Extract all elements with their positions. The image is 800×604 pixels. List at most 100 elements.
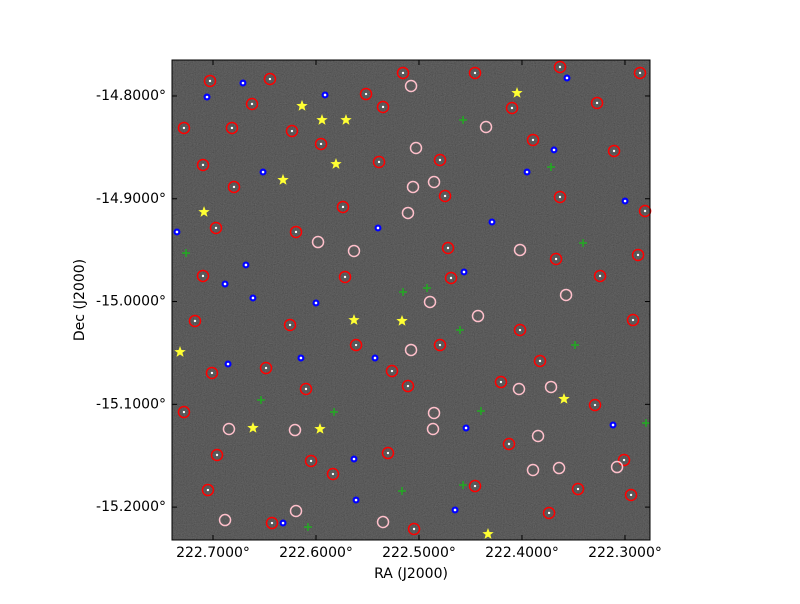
source-marker bbox=[374, 224, 382, 232]
source-marker bbox=[549, 252, 563, 266]
source-marker bbox=[201, 483, 215, 497]
source-marker bbox=[314, 137, 328, 151]
source-marker bbox=[338, 270, 352, 284]
star-core bbox=[490, 220, 494, 224]
ring bbox=[542, 506, 556, 520]
star-core bbox=[390, 369, 394, 373]
source-marker bbox=[311, 235, 325, 249]
star-core bbox=[304, 387, 308, 391]
star-core bbox=[208, 79, 212, 83]
star-core bbox=[244, 263, 248, 267]
source-marker bbox=[396, 66, 410, 80]
source-marker bbox=[563, 74, 571, 82]
source-marker bbox=[404, 343, 418, 357]
ring bbox=[283, 318, 297, 332]
source-marker bbox=[263, 72, 277, 86]
source-marker bbox=[462, 424, 470, 432]
source-marker bbox=[221, 280, 229, 288]
source-marker bbox=[330, 408, 339, 417]
source-marker bbox=[205, 366, 219, 380]
source-marker bbox=[210, 448, 224, 462]
ring bbox=[347, 244, 361, 258]
star-core bbox=[623, 199, 627, 203]
ring bbox=[607, 144, 621, 158]
source-marker bbox=[433, 338, 447, 352]
source-marker bbox=[610, 460, 624, 474]
x-tick-label: 222.6000° bbox=[279, 545, 353, 561]
source-marker bbox=[488, 218, 496, 226]
source-marker bbox=[526, 133, 540, 147]
source-marker bbox=[441, 241, 455, 255]
ring bbox=[263, 72, 277, 86]
star-core bbox=[636, 253, 640, 257]
ring bbox=[631, 248, 645, 262]
ring bbox=[433, 338, 447, 352]
star-core bbox=[270, 521, 274, 525]
star-core bbox=[264, 366, 268, 370]
star-core bbox=[309, 459, 313, 463]
source-marker bbox=[288, 423, 302, 437]
source-marker bbox=[641, 419, 650, 428]
source-marker bbox=[283, 318, 297, 332]
source-marker bbox=[314, 423, 326, 434]
star-core bbox=[261, 170, 265, 174]
star-core bbox=[343, 275, 347, 279]
source-marker bbox=[182, 249, 191, 258]
star-core bbox=[638, 71, 642, 75]
ring bbox=[311, 235, 325, 249]
source-marker bbox=[550, 146, 558, 154]
source-marker bbox=[626, 313, 640, 327]
star-core bbox=[629, 493, 633, 497]
star-core bbox=[412, 527, 416, 531]
ring bbox=[526, 463, 540, 477]
ring bbox=[401, 206, 415, 220]
ring bbox=[512, 382, 526, 396]
ring bbox=[593, 269, 607, 283]
source-marker bbox=[512, 382, 526, 396]
source-marker bbox=[502, 437, 516, 451]
source-marker bbox=[409, 141, 423, 155]
source-marker bbox=[209, 221, 223, 235]
star-core bbox=[232, 185, 236, 189]
star-core bbox=[205, 95, 209, 99]
ring bbox=[444, 271, 458, 285]
source-marker bbox=[542, 506, 556, 520]
star-core bbox=[193, 319, 197, 323]
ring bbox=[468, 66, 482, 80]
source-marker bbox=[312, 299, 320, 307]
ring bbox=[404, 79, 418, 93]
y-tick-label: -15.1000° bbox=[96, 396, 166, 412]
source-marker bbox=[559, 288, 573, 302]
ring bbox=[205, 366, 219, 380]
star-core bbox=[538, 359, 542, 363]
source-marker bbox=[316, 114, 328, 125]
source-marker bbox=[579, 238, 588, 247]
star-core bbox=[453, 508, 457, 512]
source-marker bbox=[523, 168, 531, 176]
source-marker bbox=[552, 461, 566, 475]
source-marker bbox=[433, 153, 447, 167]
star-core bbox=[443, 194, 447, 198]
source-marker bbox=[482, 528, 494, 539]
star-core bbox=[611, 423, 615, 427]
source-marker bbox=[321, 91, 329, 99]
source-marker bbox=[459, 116, 468, 125]
ring bbox=[326, 467, 340, 481]
star-core bbox=[464, 426, 468, 430]
star-core bbox=[175, 230, 179, 234]
source-marker bbox=[376, 515, 390, 529]
ring bbox=[285, 124, 299, 138]
source-marker bbox=[196, 269, 210, 283]
star-core bbox=[214, 226, 218, 230]
source-marker bbox=[476, 407, 485, 416]
star-core bbox=[182, 126, 186, 130]
star-core bbox=[294, 230, 298, 234]
source-marker bbox=[376, 100, 390, 114]
source-marker bbox=[218, 513, 232, 527]
ring bbox=[502, 437, 516, 451]
source-marker bbox=[407, 522, 421, 536]
ring bbox=[376, 100, 390, 114]
star-core bbox=[510, 106, 514, 110]
star-core bbox=[631, 318, 635, 322]
